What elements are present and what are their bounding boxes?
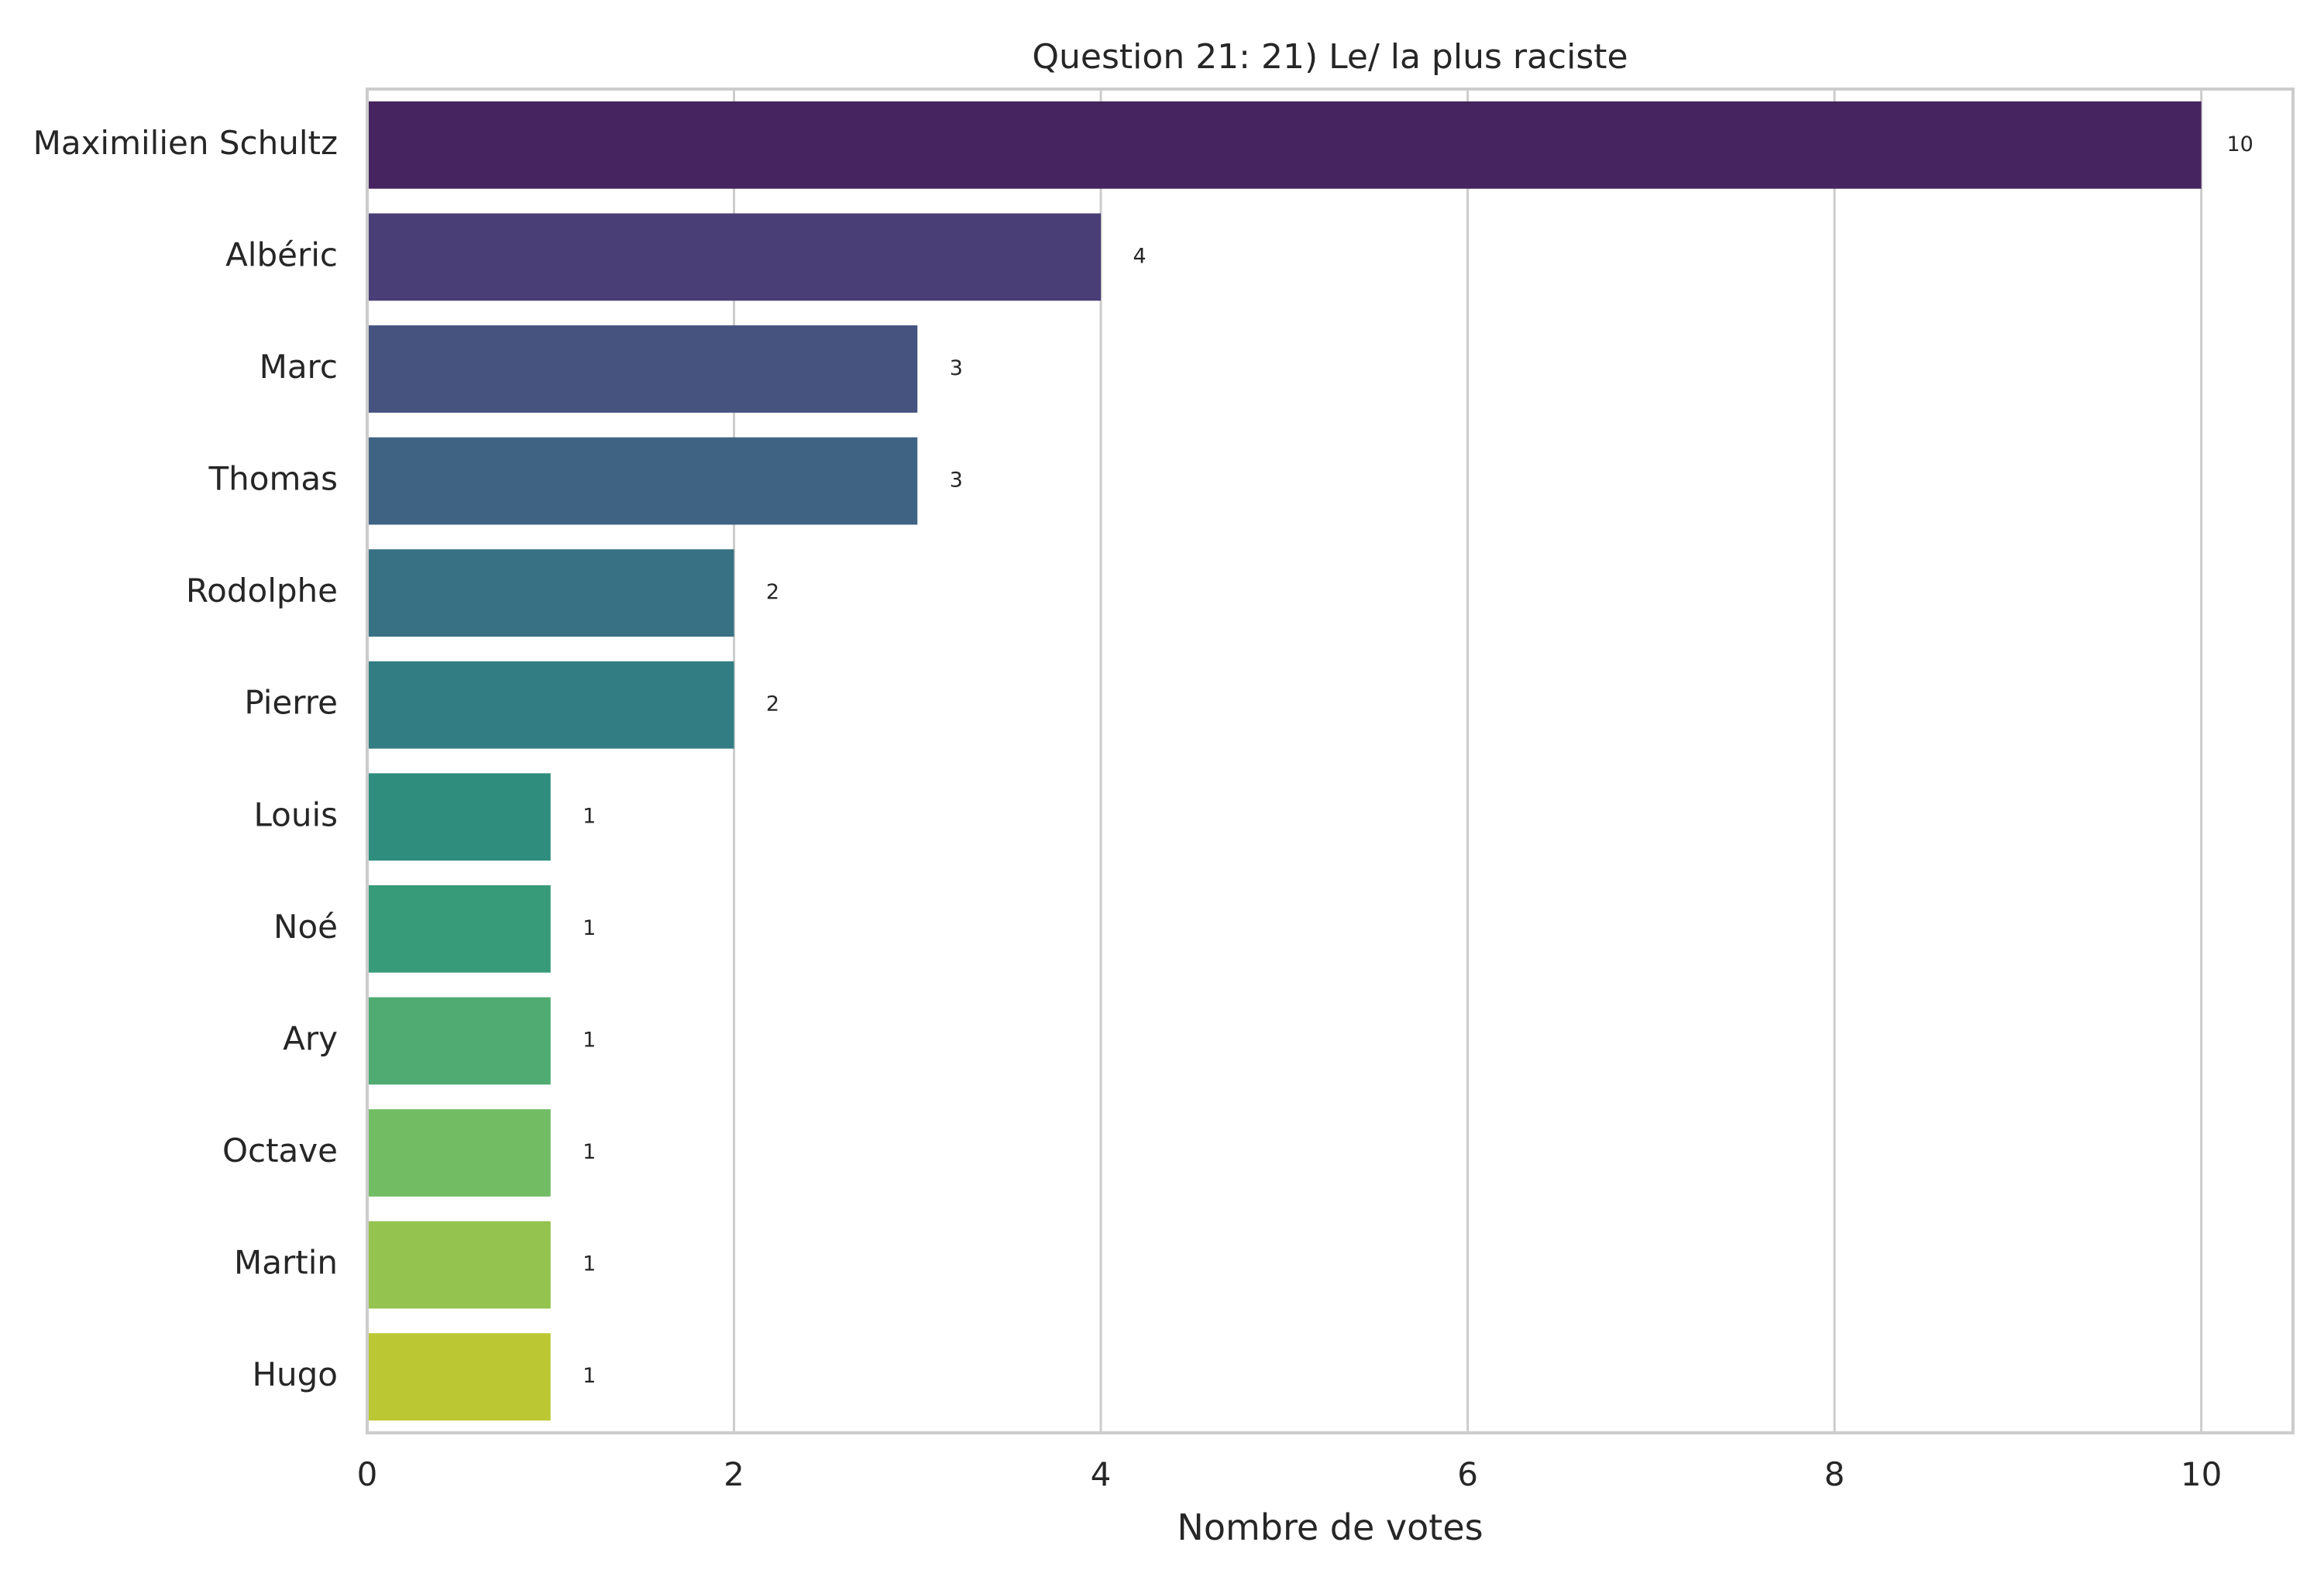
bar-value-label: 2 xyxy=(766,692,779,716)
x-axis-label: Nombre de votes xyxy=(1177,1506,1483,1548)
bar-value-label: 1 xyxy=(583,1140,596,1164)
category-labels: Maximilien Schultz Albéric Marc Thomas Rodol… xyxy=(33,124,338,1393)
bar xyxy=(367,101,2202,189)
x-tick-label: 10 xyxy=(2181,1455,2222,1493)
bar xyxy=(367,325,918,413)
bar-value-label: 1 xyxy=(583,1252,596,1276)
category-label: Thomas xyxy=(208,460,338,498)
category-label: Pierre xyxy=(244,684,338,722)
bar-value-label: 10 xyxy=(2226,132,2253,156)
category-label: Maximilien Schultz xyxy=(33,124,338,162)
bar xyxy=(367,1333,551,1421)
x-tick-label: 4 xyxy=(1091,1455,1112,1493)
bars xyxy=(367,101,2202,1421)
bar xyxy=(367,437,918,525)
bar xyxy=(367,773,551,861)
bar-value-label: 1 xyxy=(583,916,596,940)
category-label: Martin xyxy=(234,1244,338,1282)
category-label: Rodolphe xyxy=(186,572,338,610)
category-label: Louis xyxy=(253,795,338,833)
bar-value-label: 1 xyxy=(583,1028,596,1052)
bar-value-label: 3 xyxy=(950,356,963,380)
bar xyxy=(367,549,734,637)
x-tick-labels: 0 2 4 6 8 10 xyxy=(357,1455,2223,1493)
x-tick-label: 6 xyxy=(1457,1455,1478,1493)
bar xyxy=(367,661,734,749)
category-label: Marc xyxy=(260,348,338,386)
bar-value-label: 4 xyxy=(1133,244,1146,268)
category-label: Ary xyxy=(283,1019,338,1057)
category-label: Octave xyxy=(222,1132,338,1170)
x-tick-label: 8 xyxy=(1824,1455,1845,1493)
plot-frame xyxy=(366,88,2295,1434)
bar xyxy=(367,1221,551,1309)
bar xyxy=(367,1109,551,1197)
category-label: Albéric xyxy=(225,235,338,273)
bar xyxy=(367,884,551,973)
chart-title: Question 21: 21) Le/ la plus raciste xyxy=(1032,37,1628,77)
category-label: Hugo xyxy=(252,1355,338,1393)
bar-value-label: 1 xyxy=(583,1364,596,1388)
value-labels: 10 4 3 3 2 2 1 1 1 1 1 1 xyxy=(583,132,2254,1388)
x-tick-label: 2 xyxy=(724,1455,744,1493)
category-label: Noé xyxy=(273,908,338,946)
bar xyxy=(367,213,1102,301)
bar xyxy=(367,997,551,1085)
bar-value-label: 3 xyxy=(950,469,963,493)
bar-value-label: 2 xyxy=(766,580,779,604)
x-tick-label: 0 xyxy=(357,1455,378,1493)
bar-value-label: 1 xyxy=(583,804,596,828)
